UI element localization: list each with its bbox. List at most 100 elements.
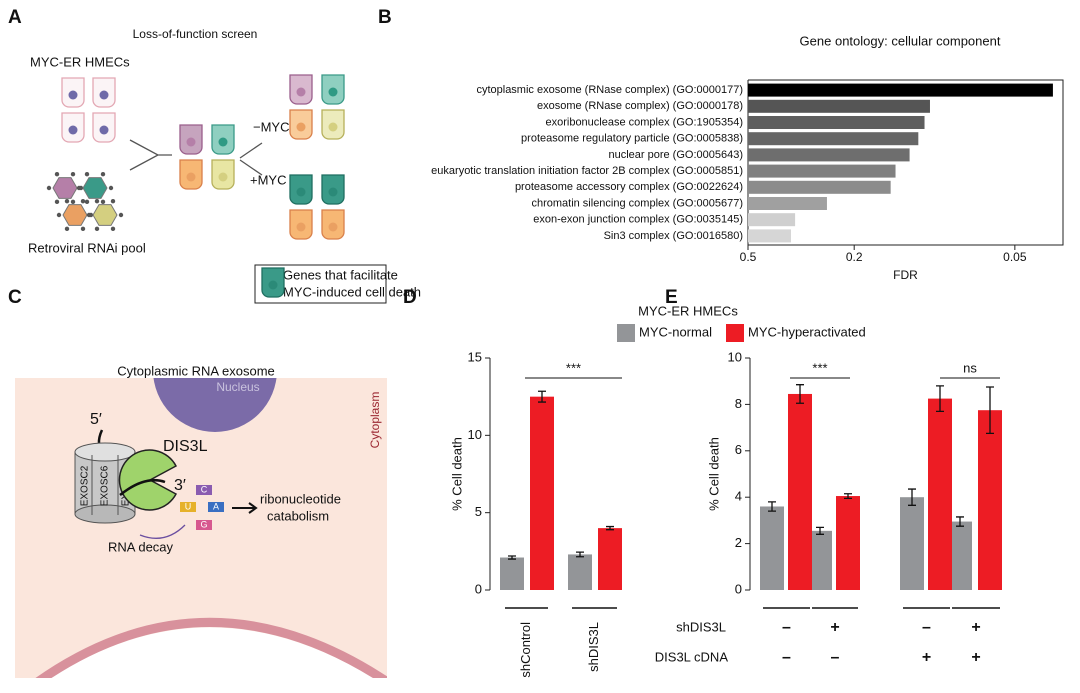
legend-text: Genes that facilitate <box>283 267 398 282</box>
cell-nucleus <box>296 222 306 232</box>
error-bar <box>508 555 516 560</box>
virus-spike <box>94 226 100 232</box>
legend-swatch <box>617 324 635 342</box>
panel-letter: B <box>378 7 392 28</box>
nucleotide <box>196 520 212 530</box>
exosome-seams <box>91 455 119 515</box>
legend-swatch <box>726 324 744 342</box>
error-bar <box>908 488 916 506</box>
y-tick-label: 0 <box>735 581 742 596</box>
condition-value: + <box>971 619 980 636</box>
category-label: proteasome accessory complex (GO:0022624… <box>515 181 743 193</box>
error-bar <box>768 501 776 512</box>
cytoplasm-label: Cytoplasm <box>368 392 382 449</box>
bar <box>748 116 925 129</box>
virus-spike <box>70 199 76 205</box>
cell-nucleus <box>328 222 338 232</box>
category-label: exoribonuclease complex (GO:1905354) <box>545 116 743 128</box>
cell-nucleus <box>186 137 196 147</box>
category-label: chromatin silencing complex (GO:0005677) <box>531 197 743 209</box>
cell-nucleus <box>68 125 78 135</box>
subunit: EXOSC6 <box>100 465 111 506</box>
bar <box>748 148 910 162</box>
cell-nucleus <box>268 280 278 290</box>
condition-value: + <box>922 649 931 666</box>
membrane <box>35 617 387 678</box>
category-label: Sin3 complex (GO:0016580) <box>604 230 743 242</box>
bar <box>748 197 827 210</box>
legend-label: MYC-hyperactivated <box>748 324 866 339</box>
exosome-top <box>74 442 136 462</box>
chart-title: MYC-ER HMECs <box>638 303 738 318</box>
y-tick-label: 10 <box>468 427 482 442</box>
cell-nucleus <box>328 187 338 197</box>
three-prime: 3′ <box>174 477 186 494</box>
error-bar <box>816 526 824 535</box>
bar <box>748 99 930 113</box>
virus-spike <box>76 185 82 191</box>
nucleotide <box>180 502 196 512</box>
bar <box>748 229 792 243</box>
error-bar <box>606 525 614 531</box>
condition-value: + <box>830 619 839 636</box>
virus-spike <box>54 171 60 177</box>
category-label: nuclear pore (GO:0005643) <box>608 149 743 161</box>
nucleotide-letter: U <box>185 501 192 511</box>
bar <box>836 496 860 590</box>
virus <box>62 204 88 226</box>
bar <box>748 132 919 146</box>
category-label: shControl <box>518 622 533 678</box>
error-bar <box>956 516 964 527</box>
condition-value: – <box>922 619 931 636</box>
bar <box>760 506 784 590</box>
nucleotide <box>208 502 224 512</box>
condition-label: DIS3L cDNA <box>655 649 729 664</box>
chart-title: Gene ontology: cellular component <box>800 33 1001 48</box>
error-bar <box>986 386 994 435</box>
cell-nucleus <box>99 125 109 135</box>
y-tick-label: 10 <box>728 349 742 364</box>
condition-value: + <box>971 649 980 666</box>
virus-spike <box>64 226 70 232</box>
virus-spike <box>54 199 60 205</box>
nucleotide-letter: C <box>201 484 208 494</box>
enzyme-label: DIS3L <box>163 438 208 455</box>
virus-spike <box>80 226 86 232</box>
virus-spike <box>84 199 90 205</box>
y-tick-label: 15 <box>468 349 482 364</box>
category-label: exon-exon junction complex (GO:0035145) <box>533 214 743 226</box>
error-bar <box>796 384 804 404</box>
cell-nucleus <box>296 187 306 197</box>
bar <box>748 180 891 194</box>
plus-label: +MYC <box>250 172 286 187</box>
cell-nucleus <box>218 137 228 147</box>
significance-label: ns <box>963 360 977 375</box>
nucleotide-letter: G <box>200 519 207 529</box>
y-axis-label: % Cell death <box>449 437 464 511</box>
virus-spike <box>110 198 116 204</box>
nucleotide <box>196 485 212 495</box>
significance-label: *** <box>566 360 581 375</box>
category-label: shDIS3L <box>586 622 601 672</box>
virus-spike <box>64 198 70 204</box>
bar <box>900 497 924 590</box>
bar <box>928 398 952 590</box>
condition-value: – <box>782 619 791 636</box>
cells <box>46 74 345 298</box>
x-tick-label: 0.2 <box>846 250 863 264</box>
condition-label: shDIS3L <box>676 619 726 634</box>
virus-spike <box>86 212 92 218</box>
outside <box>51 627 374 678</box>
legend-text: MYC-induced cell death <box>283 284 421 299</box>
bar <box>530 396 554 590</box>
y-tick-label: 4 <box>735 489 742 504</box>
error-bar <box>538 390 546 403</box>
error-bar <box>844 493 852 500</box>
cell-nucleus <box>296 87 306 97</box>
virus-spike <box>100 199 106 205</box>
virus <box>82 177 108 199</box>
y-tick-label: 0 <box>475 581 482 596</box>
virus-spike <box>70 171 76 177</box>
virus-spike <box>110 226 116 232</box>
x-axis-label: FDR <box>893 268 918 282</box>
